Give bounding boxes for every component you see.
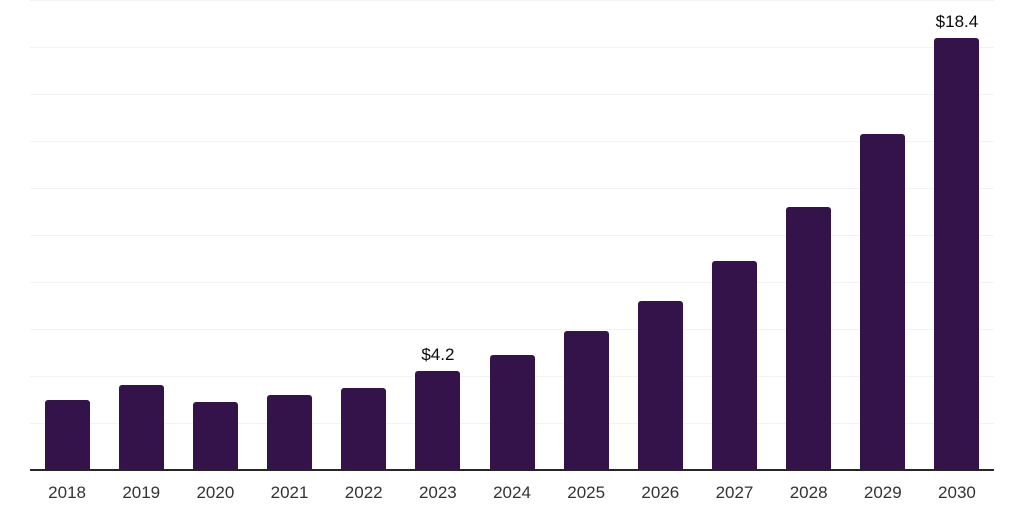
x-axis-label: 2020 — [196, 483, 235, 502]
x-axis-label: 2024 — [493, 483, 531, 502]
gridline — [30, 0, 994, 1]
x-axis-label: 2021 — [270, 483, 309, 502]
x-axis-label: 2030 — [938, 483, 976, 502]
bar-2022 — [341, 387, 387, 470]
bars: $4.2 $18.4 — [30, 0, 994, 470]
bar-slot — [327, 0, 401, 470]
bar-value-label: $4.2 — [421, 345, 455, 365]
x-axis-label: 2027 — [715, 483, 754, 502]
bar-2018 — [44, 399, 90, 470]
x-axis-label: 2025 — [567, 483, 606, 502]
bar-slot: $4.2 — [401, 0, 475, 470]
x-axis-label: 2028 — [789, 483, 828, 502]
x-axis-label: 2029 — [863, 483, 902, 502]
bar-slot — [475, 0, 549, 470]
x-axis-label: 2023 — [418, 483, 457, 502]
gridline — [30, 329, 994, 330]
x-axis-labels: 2018 2019 2020 2021 2022 2023 2024 2025 2026 2027… — [30, 471, 994, 503]
bar-2019 — [118, 385, 164, 470]
gridline — [30, 94, 994, 95]
x-axis-line — [30, 469, 994, 471]
gridline — [30, 141, 994, 142]
bar-2023 — [415, 371, 461, 470]
bar-2029 — [860, 133, 906, 470]
bar-2020 — [192, 401, 238, 470]
bar-slot — [549, 0, 623, 470]
bar-slot — [772, 0, 846, 470]
bar-slot — [846, 0, 920, 470]
gridline — [30, 235, 994, 236]
x-axis-label: 2026 — [641, 483, 680, 502]
bar-2021 — [267, 394, 313, 470]
bar-slot — [697, 0, 771, 470]
bar-slot — [30, 0, 104, 470]
x-axis-label: 2018 — [48, 483, 86, 502]
bar-slot: $18.4 — [920, 0, 994, 470]
bar-2025 — [563, 331, 609, 470]
x-axis-label: 2022 — [344, 483, 383, 502]
bar-slot — [178, 0, 252, 470]
bar-2028 — [786, 206, 832, 470]
x-axis-label: 2019 — [122, 483, 161, 502]
bar-2026 — [637, 300, 683, 470]
bar-2027 — [711, 260, 757, 470]
plot-area: $4.2 $18.4 — [30, 0, 994, 471]
bar-slot — [623, 0, 697, 470]
gridline — [30, 47, 994, 48]
bar-slot — [252, 0, 326, 470]
bar-value-label: $18.4 — [935, 11, 979, 31]
gridline — [30, 188, 994, 189]
bar-2024 — [489, 354, 535, 470]
bar-slot — [104, 0, 178, 470]
gridline — [30, 282, 994, 283]
bar-2030 — [934, 37, 980, 470]
